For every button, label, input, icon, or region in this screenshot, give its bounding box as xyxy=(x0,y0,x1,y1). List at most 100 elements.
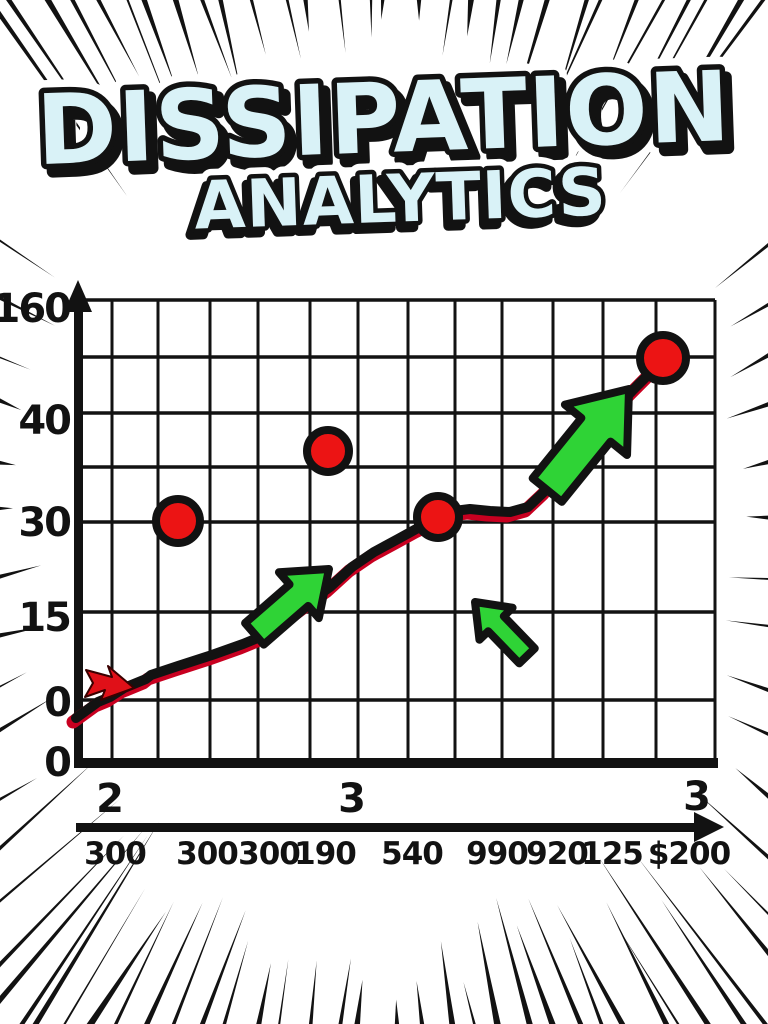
x-axis-labels: 2 3 3 xyxy=(96,774,711,822)
speed-line xyxy=(171,897,223,1024)
speed-line xyxy=(44,0,121,121)
secondary-axis-value: 300 xyxy=(176,836,238,872)
speed-line xyxy=(96,0,140,77)
secondary-axis-value: 540 xyxy=(381,836,443,872)
speed-line xyxy=(726,675,768,693)
title-line1: DISSIPATION xyxy=(34,50,732,187)
data-point-dot xyxy=(303,426,353,476)
speed-line xyxy=(467,0,474,37)
title-line2: ANALYTICS xyxy=(193,153,608,244)
speed-line xyxy=(496,898,533,1024)
speed-line xyxy=(724,868,768,916)
speed-line xyxy=(556,0,589,100)
speed-line xyxy=(557,905,626,1024)
speed-line xyxy=(0,296,55,326)
speed-line xyxy=(730,353,768,378)
secondary-axis-arrow-icon xyxy=(694,812,724,842)
growth-arrows xyxy=(241,385,633,668)
speed-line xyxy=(303,0,309,32)
page-title: DISSIPATION DISSIPATION DISSIPATION DISS… xyxy=(21,37,745,256)
speed-line xyxy=(0,777,38,801)
green-up-arrow-icon xyxy=(528,385,633,506)
speed-line xyxy=(172,0,199,78)
speed-line xyxy=(0,239,55,278)
speed-line xyxy=(0,356,31,370)
speed-line xyxy=(126,0,182,138)
x-tick-label: 2 xyxy=(96,776,124,822)
speed-line xyxy=(86,911,166,1024)
speed-line xyxy=(416,980,425,1024)
secondary-axis-value: 300 xyxy=(238,836,300,872)
speed-line xyxy=(338,0,346,53)
speed-line xyxy=(440,941,456,1024)
title-line2-halo: ANALYTICS xyxy=(193,153,608,244)
secondary-axis-value: 125 xyxy=(581,836,643,872)
x-tick-label: 3 xyxy=(683,774,711,820)
speed-line xyxy=(416,0,422,21)
speed-line xyxy=(256,963,271,1024)
speed-line xyxy=(442,0,453,56)
speed-line xyxy=(0,799,120,903)
y-axis-arrow-icon xyxy=(64,280,92,312)
speed-line xyxy=(63,888,146,1024)
speed-line xyxy=(726,402,768,419)
speed-line xyxy=(200,0,232,79)
speed-line xyxy=(32,821,160,1024)
x-tick-label: 3 xyxy=(338,776,366,822)
speed-line xyxy=(660,0,745,140)
x-axis-line xyxy=(74,758,718,768)
speed-line xyxy=(0,565,42,579)
speed-line xyxy=(249,0,266,55)
speed-line xyxy=(0,829,144,1004)
speed-line xyxy=(742,459,768,469)
speed-line xyxy=(380,0,385,20)
speed-line xyxy=(543,0,603,125)
data-point-dot xyxy=(413,492,463,542)
secondary-axis-value: 990 xyxy=(466,836,528,872)
speed-line xyxy=(0,626,43,638)
speed-line xyxy=(369,0,373,38)
speed-line xyxy=(354,979,363,1024)
y-axis-labels: 160 40 30 15 0 0 xyxy=(0,286,72,786)
secondary-axis-line xyxy=(76,823,702,832)
speed-line xyxy=(6,0,100,133)
speed-line xyxy=(560,0,666,184)
speed-line xyxy=(598,857,711,1024)
y-tick-label: 160 xyxy=(0,286,70,332)
speed-line xyxy=(0,697,53,733)
speed-line xyxy=(728,716,768,736)
green-up-arrow-icon xyxy=(241,565,333,649)
speed-line xyxy=(0,835,124,968)
speed-line xyxy=(569,938,604,1024)
speed-line xyxy=(0,460,16,466)
y-axis-line xyxy=(74,296,83,767)
green-up-arrow-icon xyxy=(471,598,539,668)
speed-line xyxy=(699,867,768,957)
speed-line xyxy=(620,0,766,193)
speed-line xyxy=(661,900,747,1024)
speed-line xyxy=(0,763,93,851)
speed-line xyxy=(746,515,768,520)
secondary-axis-value: $200 xyxy=(648,836,731,872)
speed-line xyxy=(285,0,301,59)
y-tick-label: 0 xyxy=(44,680,70,726)
speed-line xyxy=(604,0,639,82)
red-flag-arrow-icon xyxy=(84,665,135,701)
speed-line xyxy=(19,835,148,1024)
speed-line xyxy=(0,672,27,688)
data-point-dot xyxy=(152,495,204,547)
speed-line xyxy=(308,960,317,1024)
title-line2-shadow: ANALYTICS xyxy=(188,159,603,250)
y-tick-label: 30 xyxy=(18,500,70,546)
speed-line xyxy=(730,302,768,327)
secondary-axis-value: 190 xyxy=(294,836,356,872)
speed-line xyxy=(637,857,768,1024)
speed-line xyxy=(278,958,289,1024)
speed-line xyxy=(144,902,203,1024)
secondary-axis-value: 920 xyxy=(526,836,588,872)
speed-line xyxy=(0,10,128,197)
y-tick-label: 40 xyxy=(18,398,70,444)
speed-line xyxy=(70,0,130,109)
